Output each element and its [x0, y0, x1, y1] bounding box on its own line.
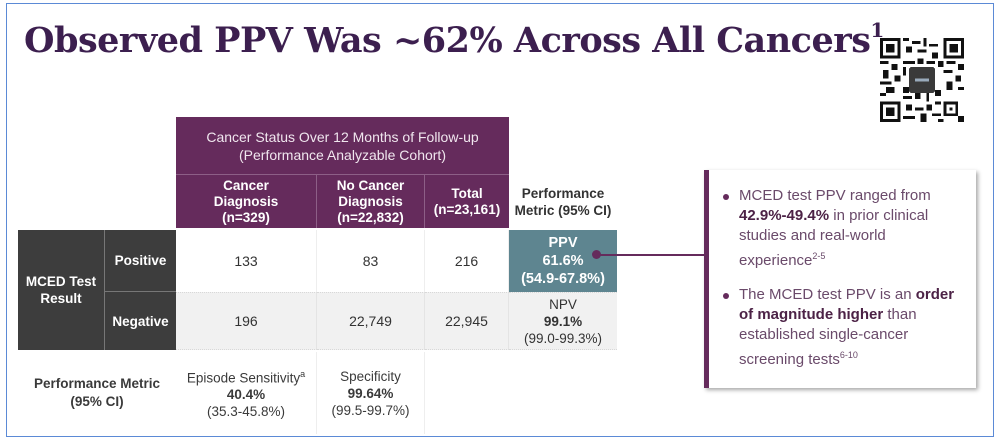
bullet-text-bold: order of magnitude higher [739, 286, 955, 323]
column-header-line: Performance [521, 185, 605, 201]
table-cell: 216 [425, 230, 509, 292]
bullet-dot-icon [723, 293, 729, 299]
qr-code-icon [880, 38, 964, 122]
connector-dot-icon [592, 250, 601, 259]
specificity-cell: Specificity 99.64% (99.5-99.7%) [317, 352, 425, 434]
bullet-text-post: than established single-cancer screening… [739, 306, 917, 368]
column-header-line: (n=23,161) [433, 201, 501, 217]
specificity-value: 99.64% [347, 385, 394, 401]
bullet-text-post: in prior clinical studies and real-world… [739, 207, 929, 269]
column-header-line: Metric (95% CI) [514, 202, 612, 218]
table-cell: 22,945 [425, 292, 509, 350]
column-header-cancer: Cancer Diagnosis (n=329) [176, 175, 317, 228]
bullet-text-pre: MCED test PPV ranged from [739, 187, 931, 204]
ppv-ci: (54.9-67.8%) [521, 271, 605, 287]
column-header-performance: Performance Metric (95% CI) [509, 175, 617, 228]
row-group-label-line: Result [40, 291, 82, 306]
bottom-row-label-line: (95% CI) [70, 394, 124, 409]
sensitivity-label-text: Episode Sensitivity [186, 370, 301, 386]
bullet-text-pre: The MCED test PPV is an [739, 286, 916, 303]
specificity-label: Specificity [340, 368, 401, 384]
column-header-line: Total [451, 185, 483, 201]
table-cell: 83 [317, 230, 425, 292]
column-header-line: No Cancer [336, 177, 405, 193]
column-header-line: Diagnosis [338, 193, 403, 209]
slide-title-text: Observed PPV Was ~62% Across All Cancers [24, 20, 871, 61]
ppv-cell: PPV 61.6% (54.9-67.8%) [509, 230, 617, 292]
sensitivity-cell: Episode Sensitivitya 40.4% (35.3-45.8%) [176, 352, 317, 434]
bottom-row-label-line: Performance Metric [33, 376, 161, 391]
table-cell: 196 [176, 292, 317, 350]
group-header: Cancer Status Over 12 Months of Follow-u… [176, 117, 509, 175]
column-header-total: Total (n=23,161) [425, 175, 509, 228]
sensitivity-footnote: a [300, 368, 306, 379]
callout-bullet: The MCED test PPV is an order of magnitu… [723, 285, 964, 370]
bullet-footnote: 6-10 [839, 350, 858, 360]
row-label-positive: Positive [105, 230, 176, 292]
column-header-no-cancer: No Cancer Diagnosis (n=22,832) [317, 175, 425, 228]
ppv-value: 61.6% [542, 253, 584, 269]
sensitivity-value: 40.4% [226, 387, 266, 403]
column-header-line: Diagnosis [213, 193, 279, 209]
bottom-row-label: Performance Metric (95% CI) [18, 352, 176, 434]
bullet-dot-icon [723, 194, 729, 200]
npv-cell: NPV 99.1% (99.0-99.3%) [509, 292, 617, 350]
group-header-line1: Cancer Status Over 12 Months of Follow-u… [206, 128, 479, 145]
sensitivity-ci: (35.3-45.8%) [206, 404, 286, 420]
title-footnote: 1 [870, 18, 884, 43]
row-label-negative: Negative [105, 292, 176, 350]
slide-title: Observed PPV Was ~62% Across All Cancers… [24, 18, 884, 61]
npv-label: NPV [549, 296, 577, 312]
npv-ci: (99.0-99.3%) [523, 330, 603, 346]
bullet-footnote: 2-5 [812, 251, 826, 261]
table-cell: 22,749 [317, 292, 425, 350]
row-group-label-line: MCED Test [25, 274, 97, 289]
table-cell: 133 [176, 230, 317, 292]
callout-bullet-text: MCED test PPV ranged from 42.9%-49.4% in… [739, 186, 964, 271]
callout-bullet: MCED test PPV ranged from 42.9%-49.4% in… [723, 186, 964, 271]
column-header-line: Cancer [223, 177, 269, 193]
callout-bullet-text: The MCED test PPV is an order of magnitu… [739, 285, 964, 370]
bullet-text-bold: 42.9%-49.4% [739, 207, 830, 224]
connector-line [598, 254, 704, 256]
row-group-label: MCED Test Result [18, 230, 105, 350]
column-header-line: (n=329) [222, 209, 270, 225]
callout-box: MCED test PPV ranged from 42.9%-49.4% in… [704, 170, 976, 388]
sensitivity-label: Episode Sensitivitya [187, 366, 305, 387]
ppv-label: PPV [548, 235, 578, 251]
group-header-line2: (Performance Analyzable Cohort) [239, 146, 446, 163]
column-header-line: (n=22,832) [337, 209, 404, 225]
specificity-ci: (99.5-99.7%) [331, 402, 410, 418]
npv-value: 99.1% [543, 313, 583, 329]
